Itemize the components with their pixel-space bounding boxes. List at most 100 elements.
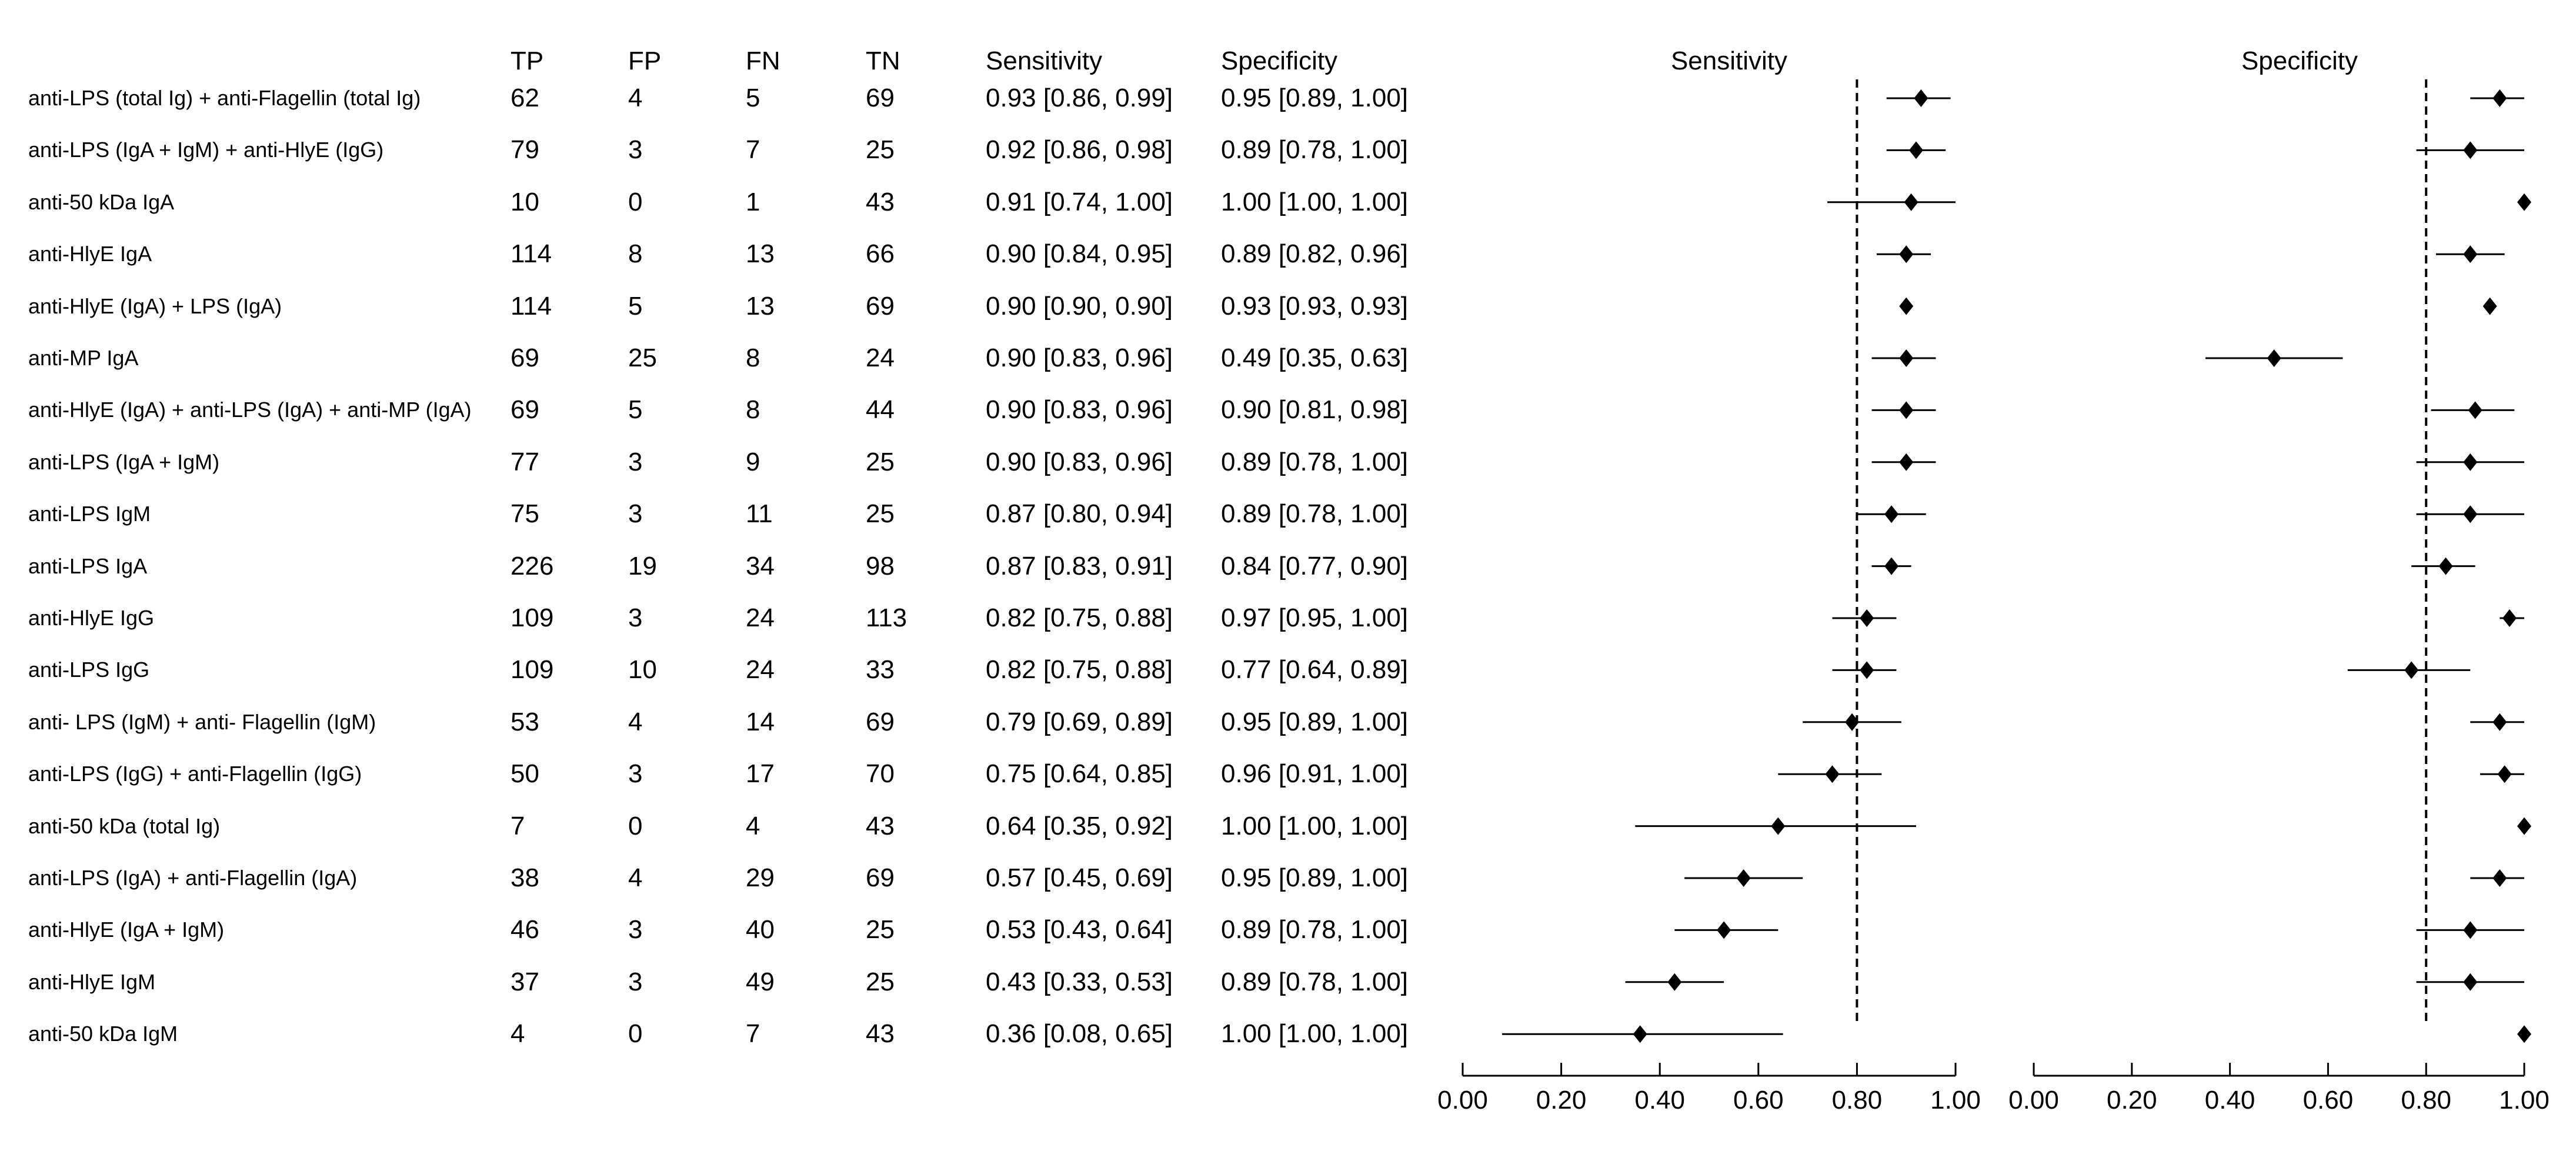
sensitivity-point-estimate <box>1899 401 1914 419</box>
specificity-point-estimate <box>2492 869 2507 887</box>
specificity-tick-label: 0.20 <box>2107 1086 2157 1115</box>
cell-tn: 44 <box>866 395 895 425</box>
cell-fn: 7 <box>746 135 760 165</box>
cell-fp: 4 <box>628 863 643 892</box>
cell-tp: 114 <box>510 291 552 321</box>
cell-fp: 4 <box>628 84 643 112</box>
sensitivity-point-estimate <box>1899 297 1914 315</box>
sensitivity-point-estimate <box>1884 505 1899 523</box>
cell-tn: 25 <box>866 499 895 529</box>
sensitivity-tick-label: 0.80 <box>1832 1086 1883 1115</box>
sensitivity-point-estimate <box>1908 141 1923 159</box>
cell-specificity: 0.89 [0.78, 1.00] <box>1221 915 1409 945</box>
cell-fn: 24 <box>746 603 775 632</box>
row-label: anti-MP IgA <box>28 346 139 370</box>
cell-tp: 79 <box>510 135 539 165</box>
specificity-tick-label: 0.80 <box>2401 1086 2451 1115</box>
cell-fp: 0 <box>628 187 643 216</box>
cell-fn: 34 <box>746 551 775 580</box>
specificity-point-estimate <box>2468 401 2482 419</box>
cell-specificity: 1.00 [1.00, 1.00] <box>1221 811 1409 840</box>
sensitivity-point-estimate <box>1899 245 1914 263</box>
row-label: anti-LPS (IgG) + anti-Flagellin (IgG) <box>28 762 362 786</box>
specificity-tick-label: 0.40 <box>2205 1086 2255 1115</box>
cell-fn: 14 <box>746 707 775 736</box>
sensitivity-panel-title: Sensitivity <box>1671 46 1787 75</box>
cell-sensitivity: 0.90 [0.83, 0.96] <box>986 447 1173 476</box>
specificity-point-estimate <box>2517 817 2531 835</box>
cell-fp: 5 <box>628 291 643 321</box>
row-label: anti-HlyE (IgA) + LPS (IgA) <box>28 293 282 318</box>
cell-fp: 3 <box>628 967 643 996</box>
cell-tn: 43 <box>866 811 895 840</box>
cell-specificity: 0.95 [0.89, 1.00] <box>1221 84 1409 112</box>
cell-fp: 3 <box>628 135 643 165</box>
cell-fp: 3 <box>628 915 643 945</box>
cell-specificity: 0.93 [0.93, 0.93] <box>1221 291 1409 321</box>
cell-sensitivity: 0.91 [0.74, 1.00] <box>986 187 1173 216</box>
specificity-point-estimate <box>2492 89 2507 107</box>
cell-specificity: 0.84 [0.77, 0.90] <box>1221 551 1409 580</box>
cell-sensitivity: 0.90 [0.84, 0.95] <box>986 239 1173 269</box>
sensitivity-point-estimate <box>1860 661 1874 679</box>
cell-fp: 25 <box>628 343 657 372</box>
column-header-fp: FP <box>628 46 662 75</box>
cell-tn: 25 <box>866 915 895 945</box>
specificity-tick-label: 0.00 <box>2008 1086 2059 1115</box>
cell-fp: 3 <box>628 603 643 632</box>
row-label: anti-LPS (IgA + IgM) + anti-HlyE (IgG) <box>28 138 384 162</box>
row-label: anti-50 kDa IgM <box>28 1022 178 1046</box>
cell-tp: 77 <box>510 447 539 476</box>
sensitivity-point-estimate <box>1771 817 1786 835</box>
sensitivity-point-estimate <box>1736 869 1751 887</box>
cell-sensitivity: 0.75 [0.64, 0.85] <box>986 759 1173 789</box>
cell-fn: 8 <box>746 343 760 372</box>
cell-sensitivity: 0.82 [0.75, 0.88] <box>986 603 1173 632</box>
sensitivity-point-estimate <box>1667 973 1682 991</box>
cell-fn: 11 <box>746 499 773 529</box>
column-header-tp: TP <box>510 46 544 75</box>
cell-tn: 70 <box>866 759 895 789</box>
cell-fn: 7 <box>746 1019 760 1049</box>
specificity-point-estimate <box>2482 297 2497 315</box>
cell-fn: 9 <box>746 447 760 476</box>
cell-sensitivity: 0.79 [0.69, 0.89] <box>986 707 1173 736</box>
specificity-point-estimate <box>2267 349 2281 367</box>
cell-fn: 1 <box>746 187 760 216</box>
cell-tn: 24 <box>866 343 895 372</box>
cell-specificity: 0.95 [0.89, 1.00] <box>1221 863 1409 892</box>
cell-specificity: 1.00 [1.00, 1.00] <box>1221 1019 1409 1049</box>
cell-tp: 62 <box>510 84 539 112</box>
cell-tp: 53 <box>510 707 539 736</box>
cell-tp: 10 <box>510 187 539 216</box>
sensitivity-point-estimate <box>1845 713 1860 731</box>
specificity-point-estimate <box>2497 765 2512 783</box>
sensitivity-point-estimate <box>1860 609 1874 627</box>
cell-tn: 43 <box>866 1019 895 1049</box>
cell-tp: 46 <box>510 915 539 945</box>
sensitivity-tick-label: 0.00 <box>1437 1086 1488 1115</box>
row-label: anti-LPS IgA <box>28 553 148 578</box>
cell-specificity: 0.77 [0.64, 0.89] <box>1221 655 1409 685</box>
row-label: anti-50 kDa (total Ig) <box>28 813 221 838</box>
sensitivity-tick-label: 0.20 <box>1536 1086 1587 1115</box>
specificity-point-estimate <box>2438 557 2453 575</box>
cell-tn: 113 <box>866 603 907 632</box>
cell-fn: 5 <box>746 84 760 112</box>
sensitivity-point-estimate <box>1899 453 1914 471</box>
cell-sensitivity: 0.36 [0.08, 0.65] <box>986 1019 1173 1049</box>
cell-sensitivity: 0.90 [0.83, 0.96] <box>986 343 1173 372</box>
cell-fp: 10 <box>628 655 657 685</box>
cell-fn: 17 <box>746 759 775 789</box>
cell-sensitivity: 0.43 [0.33, 0.53] <box>986 967 1173 996</box>
cell-fp: 3 <box>628 759 643 789</box>
cell-specificity: 0.89 [0.78, 1.00] <box>1221 447 1409 476</box>
cell-tp: 114 <box>510 239 552 269</box>
column-header-fn: FN <box>746 46 780 75</box>
row-label: anti- LPS (IgM) + anti- Flagellin (IgM) <box>28 709 376 734</box>
specificity-point-estimate <box>2463 245 2478 263</box>
cell-tp: 69 <box>510 343 539 372</box>
cell-sensitivity: 0.53 [0.43, 0.64] <box>986 915 1173 945</box>
specificity-point-estimate <box>2404 661 2419 679</box>
cell-fn: 49 <box>746 967 775 996</box>
